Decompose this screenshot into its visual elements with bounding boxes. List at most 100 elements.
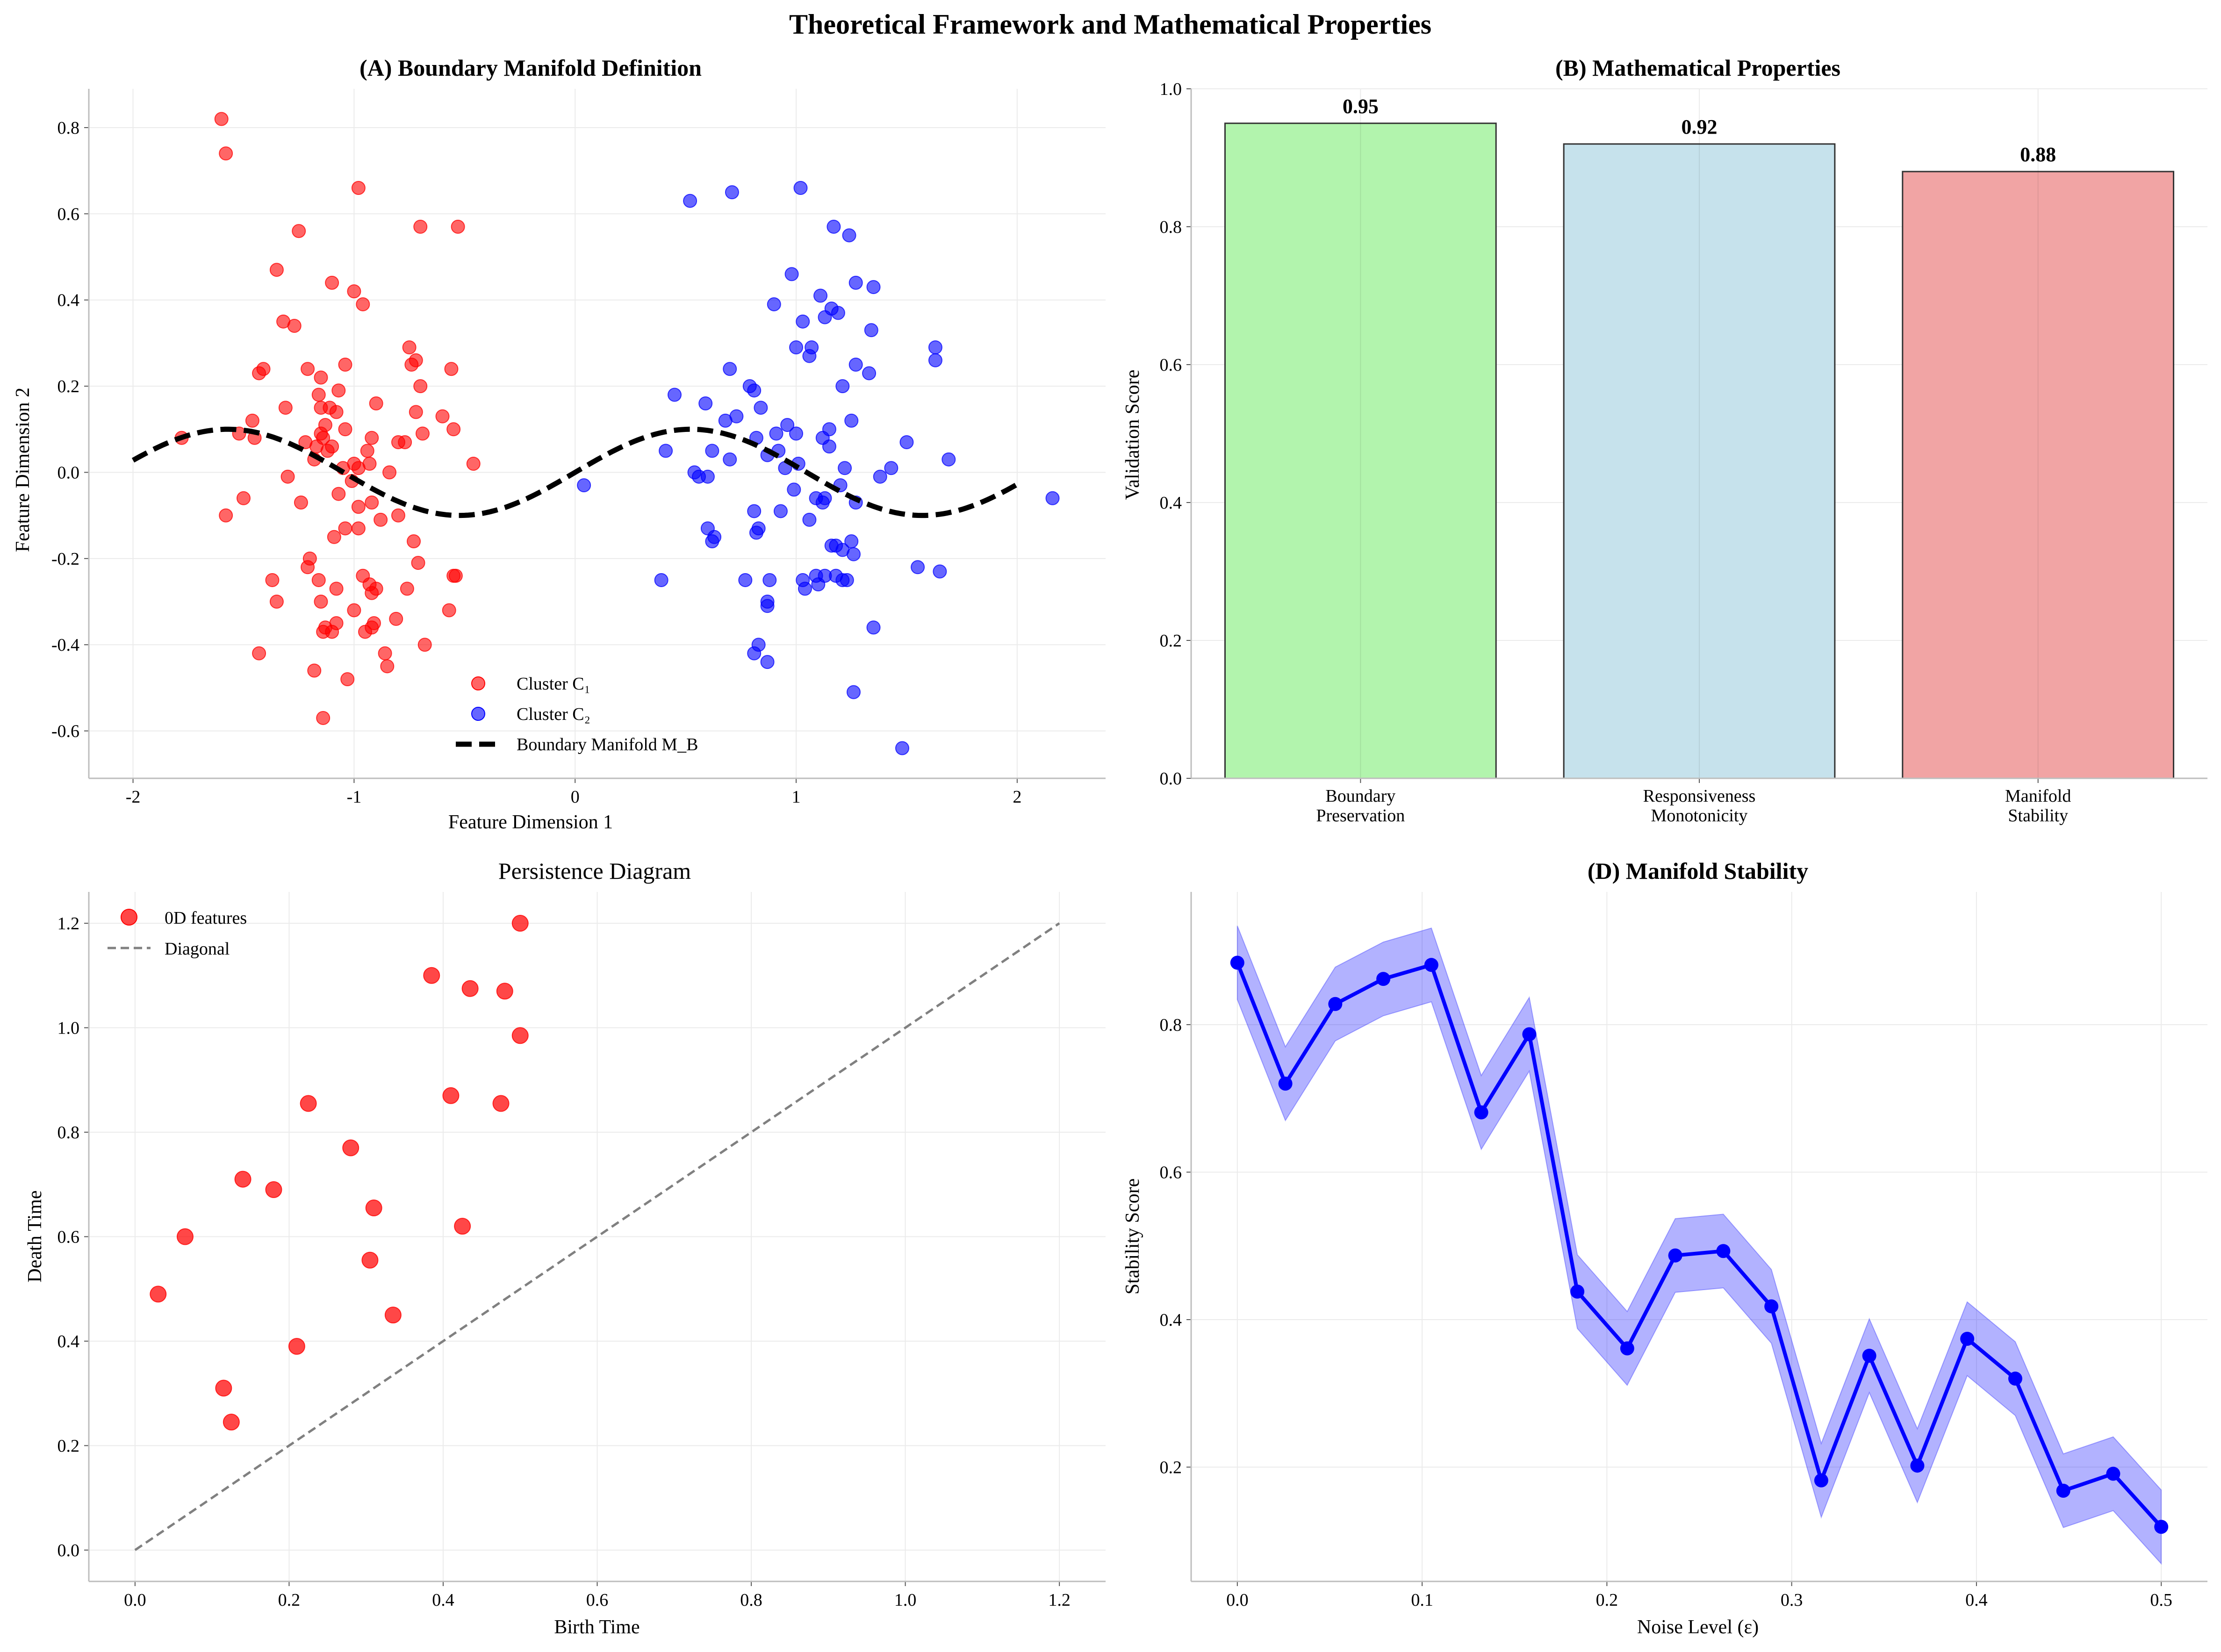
- cluster-c1-point: [301, 362, 315, 376]
- panel-c-ytick-label: 0.2: [58, 1436, 80, 1456]
- feature-0d-point: [265, 1181, 282, 1198]
- cluster-c2-point: [928, 353, 942, 367]
- legend-cluster-c2-label: Cluster C₂: [517, 704, 590, 724]
- stability-point: [1570, 1285, 1585, 1299]
- stability-point: [1620, 1341, 1634, 1356]
- panel-c-ytick-label: 0.0: [58, 1541, 80, 1560]
- cluster-c1-point: [236, 491, 251, 505]
- panel-b-title: (B) Mathematical Properties: [1555, 55, 1840, 81]
- cluster-c2-point: [895, 741, 909, 755]
- panel-d-ylabel: Stability Score: [1122, 1178, 1143, 1294]
- feature-0d-point: [150, 1286, 167, 1303]
- stability-line: [1236, 962, 2163, 1528]
- panel-a-ytick-label: 0.4: [58, 291, 80, 310]
- cluster-c2-point: [840, 573, 854, 587]
- feature-0d-point: [492, 1095, 510, 1112]
- cluster-c2-point: [873, 469, 887, 484]
- cluster-c1-point: [219, 146, 233, 161]
- cluster-c2-point: [780, 418, 795, 432]
- cluster-c2-point: [784, 267, 799, 281]
- feature-0d-point: [496, 983, 513, 1000]
- cluster-c1-point: [325, 625, 339, 639]
- cluster-c2-point: [835, 379, 850, 394]
- cluster-c1-point: [442, 603, 456, 618]
- panel-d-xlabel: Noise Level (ε): [1637, 1616, 1759, 1638]
- feature-0d-point: [442, 1087, 460, 1104]
- panel-b-ylabel: Validation Score: [1122, 370, 1143, 500]
- panel-b-ytick-label: 0.0: [1160, 769, 1182, 789]
- bar-value-label: 0.95: [1343, 95, 1379, 118]
- cluster-c1-point: [347, 603, 361, 618]
- panel-a-xtick-label: 0: [571, 787, 580, 807]
- stability-point: [2154, 1520, 2169, 1534]
- legend-cluster-c1-marker: [471, 676, 485, 690]
- feature-0d-point: [342, 1139, 359, 1156]
- cluster-c1-point: [331, 487, 346, 501]
- stability-confidence-band: [1236, 926, 2162, 1565]
- panel-a-ytick-label: 0.0: [58, 463, 80, 482]
- cluster-c1-point: [360, 444, 374, 458]
- cluster-c2-point: [798, 582, 812, 596]
- cluster-c1-point: [214, 112, 229, 126]
- stability-point: [1814, 1473, 1828, 1487]
- cluster-c2-point: [692, 469, 706, 484]
- panel-a-xtick-label: -1: [347, 787, 362, 807]
- panel-a-xtick-label: 2: [1013, 787, 1021, 807]
- feature-0d-point: [461, 980, 479, 997]
- panel-a-title: (A) Boundary Manifold Definition: [359, 55, 702, 81]
- diagonal-line: [134, 922, 1060, 1551]
- stability-point: [1716, 1244, 1731, 1258]
- panel-c-xtick-label: 1.2: [1048, 1590, 1071, 1610]
- cluster-c1-point: [356, 297, 370, 311]
- cluster-c1-point: [265, 573, 280, 587]
- cluster-c2-point: [705, 444, 719, 458]
- cluster-c1-point: [369, 582, 383, 596]
- cluster-c2-point: [738, 573, 753, 587]
- panel-c-ytick-label: 1.0: [58, 1019, 80, 1038]
- cluster-c1-point: [351, 181, 366, 195]
- cluster-c2-point: [822, 439, 836, 454]
- stability-point: [1424, 958, 1438, 972]
- panel-c-xtick-label: 0.8: [740, 1590, 762, 1610]
- stability-point: [2008, 1372, 2022, 1386]
- panel-d-manifold-stability: (D) Manifold Stability Noise Level (ε) S…: [1122, 858, 2207, 1638]
- cluster-c2-point: [838, 461, 852, 475]
- cluster-c1-point: [269, 595, 284, 609]
- cluster-c2-point: [848, 358, 863, 372]
- cluster-c2-point: [723, 452, 737, 467]
- cluster-c1-point: [287, 319, 302, 333]
- panel-d-ytick-label: 0.2: [1160, 1458, 1182, 1477]
- cluster-c1-point: [314, 370, 328, 385]
- cluster-c2-point: [864, 323, 878, 338]
- cluster-c2-point: [862, 366, 877, 381]
- cluster-c1-point: [444, 362, 459, 376]
- cluster-c1-point: [351, 500, 366, 514]
- stability-point: [1328, 997, 1343, 1011]
- feature-0d-point: [176, 1228, 194, 1245]
- cluster-c2-point: [884, 461, 898, 475]
- cluster-c1-point: [252, 366, 266, 381]
- cluster-c2-point: [842, 228, 856, 243]
- stability-point: [1862, 1349, 1876, 1363]
- cluster-c2-point: [659, 444, 673, 458]
- panel-b-ytick-label: 1.0: [1160, 79, 1182, 99]
- panel-a-xtick-label: 1: [792, 787, 801, 807]
- feature-0d-point: [361, 1251, 379, 1269]
- cluster-c2-point: [725, 185, 739, 200]
- figure-title: Theoretical Framework and Mathematical P…: [789, 9, 1431, 40]
- panel-a-boundary-manifold: (A) Boundary Manifold Definition Feature…: [12, 55, 1106, 833]
- feature-0d-point: [511, 1027, 529, 1044]
- feature-0d-point: [423, 967, 440, 984]
- stability-point: [1910, 1458, 1925, 1473]
- bar-category-label: Boundary: [1325, 786, 1395, 806]
- cluster-c1-point: [365, 496, 379, 510]
- cluster-c1-point: [280, 469, 295, 484]
- cluster-c1-point: [358, 625, 373, 639]
- cluster-c2-point: [813, 288, 828, 303]
- cluster-c2-point: [787, 482, 801, 497]
- cluster-c1-point: [391, 508, 405, 523]
- cluster-c1-point: [252, 646, 266, 661]
- legend-0d-label: 0D features: [165, 908, 247, 928]
- panel-b-ytick-label: 0.6: [1160, 355, 1182, 375]
